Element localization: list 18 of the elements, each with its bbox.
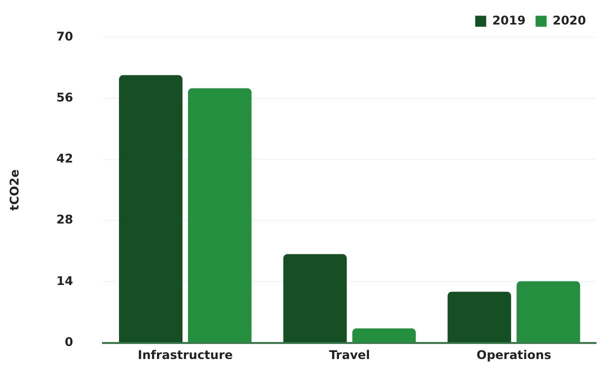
bar — [119, 75, 182, 342]
bar — [283, 254, 347, 342]
y-tick-label: 70 — [56, 29, 74, 44]
legend-label: 2019 — [492, 13, 526, 28]
x-tick-label: Infrastructure — [138, 348, 233, 362]
x-tick-label: Operations — [476, 348, 552, 362]
bar — [188, 88, 252, 342]
y-axis-title: tCO2e — [7, 169, 22, 211]
y-tick-label: 42 — [56, 152, 74, 166]
y-tick-label: 14 — [56, 274, 74, 288]
bar — [352, 328, 416, 342]
x-tick-label: Travel — [329, 348, 370, 362]
bar — [448, 292, 512, 342]
y-tick-label: 0 — [64, 334, 74, 349]
y-tick-label: 56 — [56, 90, 74, 104]
bar — [516, 281, 580, 342]
legend-label: 2020 — [552, 13, 586, 28]
y-tick-label: 28 — [56, 212, 74, 227]
